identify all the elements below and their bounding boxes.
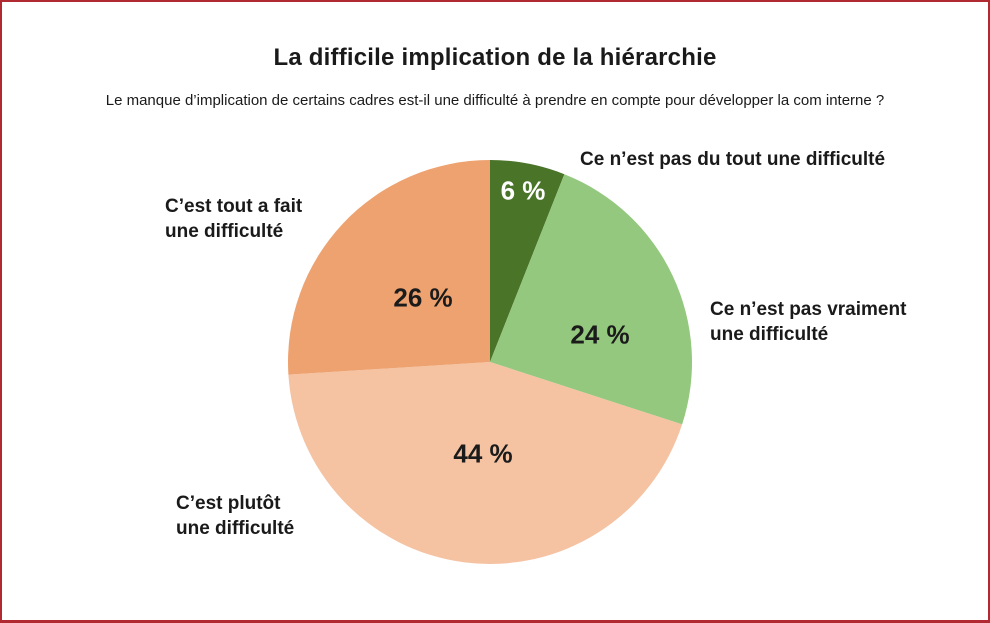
slice-label-not-at-all: Ce n’est pas du tout une difficulté <box>580 147 885 172</box>
pie-slice-3 <box>288 362 683 564</box>
label-line: Ce n’est pas du tout une difficulté <box>580 149 886 170</box>
slice-value-label-not-really: 24 % <box>570 319 630 350</box>
slice-label-totally: C’est tout a fait une difficulté <box>165 194 302 244</box>
chart-title: La difficile implication de la hiérarchi… <box>273 44 717 71</box>
slice-value-label-rather: 44 % <box>453 438 513 469</box>
pie-slice-4 <box>288 160 490 375</box>
pie-slice-1 <box>490 160 565 362</box>
label-line: une difficulté <box>176 518 295 539</box>
slice-label-not-really: Ce n’est pas vraiment une difficulté <box>710 297 906 347</box>
pie-slice-2 <box>490 174 692 425</box>
label-line: C’est plutôt <box>176 493 281 514</box>
slice-label-rather: C’est plutôt une difficulté <box>176 491 294 541</box>
slice-value-label-not-at-all: 6 % <box>500 175 546 206</box>
label-line: C’est tout a fait <box>165 196 303 217</box>
label-line: une difficulté <box>165 221 284 242</box>
slice-value-label-totally: 26 % <box>393 282 453 313</box>
label-line: une difficulté <box>710 324 829 345</box>
label-line: Ce n’est pas vraiment <box>710 299 907 320</box>
chart-subtitle: Le manque d’implication de certains cadr… <box>105 92 885 109</box>
